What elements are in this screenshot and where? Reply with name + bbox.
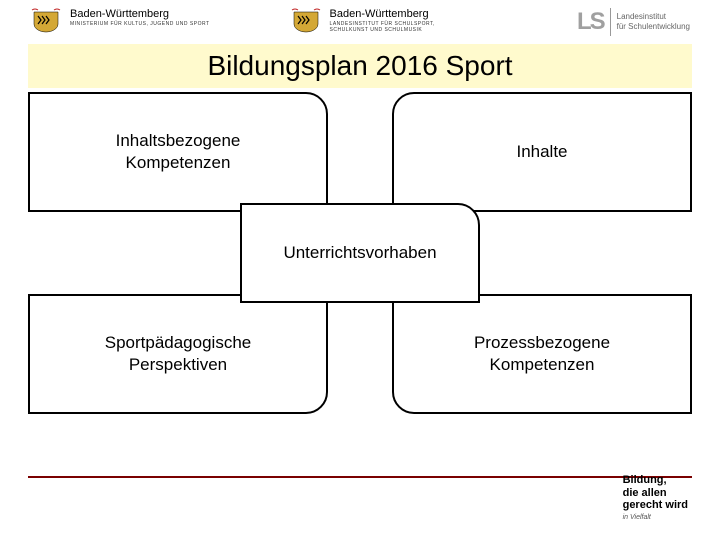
logo2-subtitle: LANDESINSTITUT FÜR SCHULSPORT, SCHULKUNS… (330, 21, 470, 33)
ls-divider (610, 8, 611, 36)
header: Baden-Württemberg MINISTERIUM FÜR KULTUS… (0, 0, 720, 40)
node-bottom-left: SportpädagogischePerspektiven (28, 294, 328, 414)
footer-line3: gerecht wird (623, 499, 688, 512)
ls-mark: LS (577, 8, 604, 36)
node-label: Unterrichtsvorhaben (283, 242, 436, 264)
logo-ls: LS Landesinstitut für Schulentwicklung (577, 8, 690, 36)
footer-line1: Bildung, (623, 474, 688, 487)
node-label: InhaltsbezogeneKompetenzen (116, 130, 241, 174)
footer-line2: die allen (623, 487, 688, 500)
logo1-subtitle: MINISTERIUM FÜR KULTUS, JUGEND UND SPORT (70, 21, 210, 27)
node-top-left: InhaltsbezogeneKompetenzen (28, 92, 328, 212)
node-label: Inhalte (516, 141, 567, 163)
title-bar: Bildungsplan 2016 Sport (28, 44, 692, 88)
node-label: ProzessbezogeneKompetenzen (474, 332, 610, 376)
page-title: Bildungsplan 2016 Sport (28, 50, 692, 82)
footer-logo: Bildung, die allen gerecht wird in Vielf… (623, 474, 688, 522)
node-label: SportpädagogischePerspektiven (105, 332, 252, 376)
logo2-title: Baden-Württemberg (330, 8, 470, 20)
logo-bw-1: Baden-Württemberg MINISTERIUM FÜR KULTUS… (30, 8, 210, 36)
logo1-title: Baden-Württemberg (70, 8, 210, 20)
node-bottom-right: ProzessbezogeneKompetenzen (392, 294, 692, 414)
node-center: Unterrichtsvorhaben (240, 203, 480, 303)
footer-sub: in Vielfalt (623, 514, 688, 522)
ls-line1: Landesinstitut (617, 12, 690, 22)
footer-line (28, 476, 692, 478)
diagram: InhaltsbezogeneKompetenzen Inhalte Unter… (28, 88, 692, 418)
ls-line2: für Schulentwicklung (617, 22, 690, 32)
crest-icon (290, 8, 322, 36)
logo-bw-2: Baden-Württemberg LANDESINSTITUT FÜR SCH… (290, 8, 470, 36)
node-top-right: Inhalte (392, 92, 692, 212)
crest-icon (30, 8, 62, 36)
